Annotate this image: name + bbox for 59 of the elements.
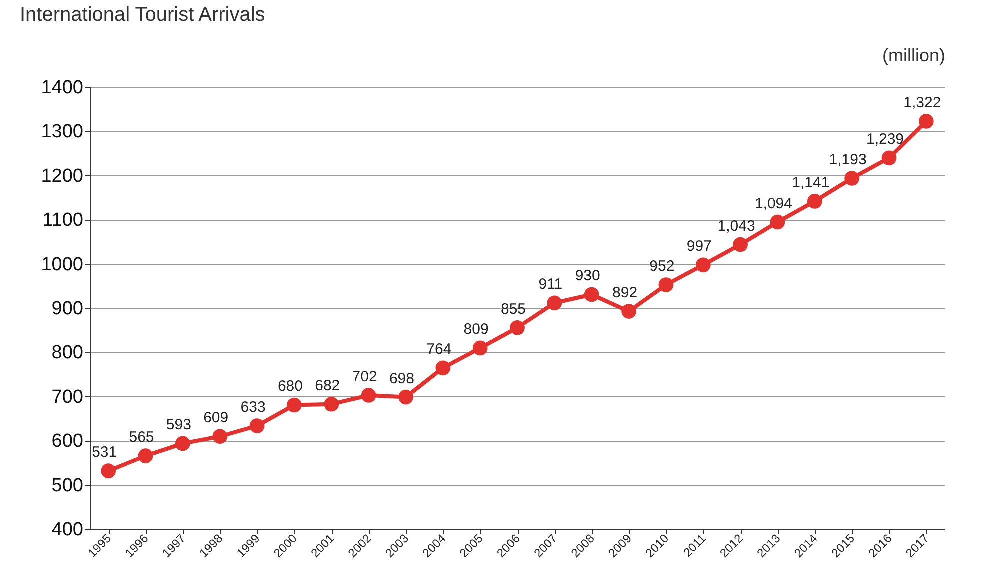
- data-label: 682: [315, 377, 340, 394]
- data-label: 1,094: [754, 195, 792, 212]
- y-tick-label: 1400: [41, 78, 84, 98]
- data-label: 565: [129, 429, 154, 446]
- y-tick-label: 400: [52, 520, 84, 540]
- point: [510, 320, 525, 336]
- y-tick-label: 600: [52, 431, 84, 452]
- point: [807, 194, 822, 209]
- data-label: 609: [204, 410, 229, 427]
- data-label: 952: [650, 258, 675, 276]
- y-tick-label: 1300: [41, 122, 84, 143]
- point: [324, 396, 340, 412]
- data-label: 593: [166, 416, 192, 434]
- point: [176, 436, 190, 452]
- y-axis-title: (million): [882, 46, 946, 66]
- data-label: 1,322: [904, 94, 942, 112]
- point: [472, 340, 488, 356]
- point: [622, 304, 636, 319]
- data-label: 855: [500, 300, 526, 318]
- point: [918, 114, 934, 129]
- y-tick-label: 500: [52, 475, 84, 496]
- point: [398, 390, 414, 405]
- data-label: 764: [426, 341, 452, 358]
- data-label: 911: [538, 276, 563, 294]
- data-label: 680: [278, 378, 303, 396]
- chart-title: International Tourist Arrivals: [20, 4, 266, 26]
- y-tick-label: 1100: [42, 210, 84, 232]
- point: [436, 360, 451, 376]
- data-label: 1,043: [718, 218, 756, 235]
- point: [882, 150, 897, 166]
- data-label: 1,193: [829, 151, 867, 168]
- data-label: 633: [240, 399, 266, 416]
- y-tick-label: 800: [52, 342, 84, 364]
- point: [101, 464, 116, 478]
- data-label: 809: [464, 321, 489, 338]
- point: [770, 214, 786, 230]
- point: [844, 171, 860, 186]
- point: [584, 287, 600, 302]
- point: [250, 418, 265, 434]
- data-label: 997: [686, 238, 712, 256]
- data-label: 531: [92, 444, 118, 462]
- point: [361, 388, 376, 403]
- data-label: 930: [575, 268, 600, 285]
- data-label: 1,239: [866, 131, 904, 148]
- y-tick-label: 1200: [41, 166, 84, 187]
- data-label: 702: [352, 368, 378, 386]
- point: [287, 398, 302, 413]
- point: [733, 237, 748, 252]
- y-tick-label: 900: [52, 298, 84, 320]
- point: [138, 448, 154, 464]
- data-label: 1,141: [792, 174, 830, 192]
- point: [696, 258, 711, 273]
- y-tick-label: 1000: [41, 254, 84, 276]
- point: [547, 296, 562, 311]
- point: [212, 429, 228, 444]
- point: [658, 278, 674, 292]
- data-label: 698: [389, 370, 414, 388]
- data-label: 892: [612, 284, 638, 302]
- y-tick-label: 700: [52, 386, 84, 408]
